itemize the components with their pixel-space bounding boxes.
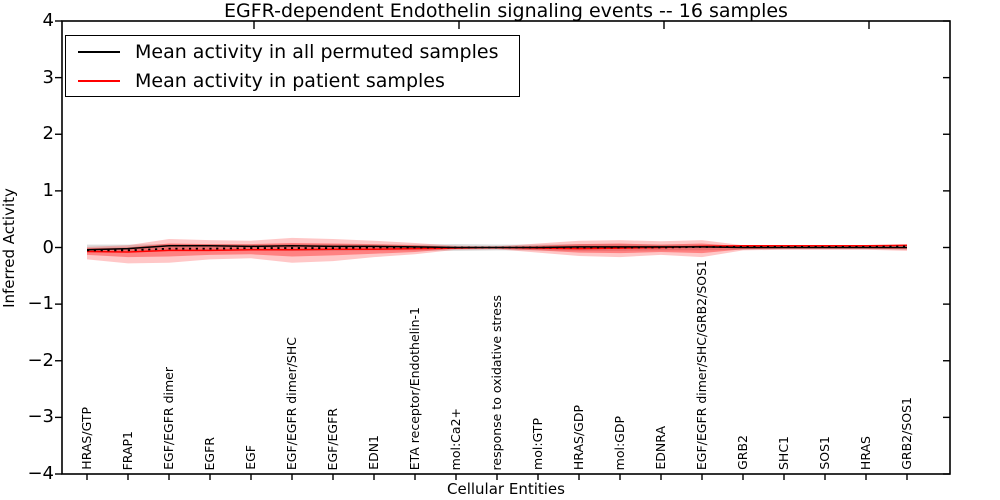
x-tick-label: EGF/EGFR dimer/SHC bbox=[284, 336, 299, 470]
legend-line-black bbox=[78, 50, 120, 53]
x-tick-label: mol:GTP bbox=[530, 418, 545, 470]
x-tick-label: EGF bbox=[243, 445, 258, 470]
legend: Mean activity in all permuted samples Me… bbox=[65, 35, 520, 97]
y-tick-label: 0 bbox=[42, 237, 54, 258]
x-tick-label: EGF/EGFR bbox=[325, 407, 340, 470]
band-patient-outer bbox=[87, 237, 907, 264]
x-tick-label: HRAS bbox=[858, 435, 873, 470]
x-tick-label: ETA receptor/Endothelin-1 bbox=[407, 306, 422, 470]
series-line-2 bbox=[87, 245, 908, 252]
x-axis-label: Cellular Entities bbox=[447, 480, 565, 498]
x-tick-label: EDN1 bbox=[366, 435, 381, 470]
x-tick-label: EGF/EGFR dimer/SHC/GRB2/SOS1 bbox=[694, 259, 709, 470]
legend-entry-patient: Mean activity in patient samples bbox=[66, 67, 519, 95]
y-tick-label: 2 bbox=[42, 123, 54, 144]
x-tick-label: response to oxidative stress bbox=[489, 294, 504, 470]
x-tick-label: mol:Ca2+ bbox=[448, 407, 463, 470]
chart-title: EGFR-dependent Endothelin signaling even… bbox=[224, 0, 788, 22]
legend-entry-permuted: Mean activity in all permuted samples bbox=[66, 38, 519, 66]
x-tick-label: SHC1 bbox=[776, 435, 791, 470]
y-tick-label: −4 bbox=[27, 463, 54, 484]
x-tick-label: FRAP1 bbox=[120, 430, 135, 470]
y-tick-label: 3 bbox=[42, 67, 54, 88]
x-tick-label: HRAS/GDP bbox=[571, 404, 586, 470]
x-tick-label: HRAS/GTP bbox=[79, 407, 94, 470]
x-tick-label: GRB2/SOS1 bbox=[899, 397, 914, 470]
x-tick-label: mol:GDP bbox=[612, 415, 627, 470]
y-tick-label: 4 bbox=[42, 10, 54, 31]
y-tick-label: −2 bbox=[27, 350, 54, 371]
x-tick-label: EGF/EGFR dimer bbox=[161, 367, 176, 470]
y-tick-label: 1 bbox=[42, 180, 54, 201]
legend-line-red bbox=[78, 79, 120, 82]
y-tick-label: −1 bbox=[27, 293, 54, 314]
x-tick-label: SOS1 bbox=[817, 436, 832, 470]
y-tick-label: −3 bbox=[27, 406, 54, 427]
x-tick-label: EDNRA bbox=[653, 426, 668, 470]
x-tick-label: GRB2 bbox=[735, 435, 750, 470]
x-tick-label: EGFR bbox=[202, 436, 217, 470]
legend-label: Mean activity in all permuted samples bbox=[135, 40, 499, 63]
legend-label: Mean activity in patient samples bbox=[135, 69, 445, 92]
